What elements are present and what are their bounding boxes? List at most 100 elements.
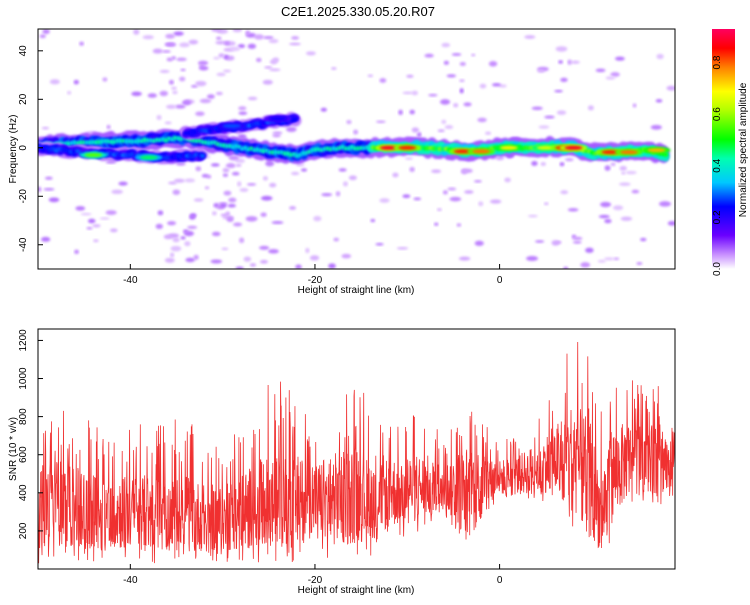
spectrogram-noise-blob bbox=[43, 187, 55, 191]
spectrogram-peak bbox=[379, 145, 398, 150]
spectrogram-noise-blob bbox=[102, 77, 108, 82]
spectrogram-noise-blob bbox=[231, 171, 240, 176]
spectrogram-noise-blob bbox=[587, 105, 594, 111]
spectrogram-noise-blob bbox=[543, 202, 549, 205]
spectrogram-noise-blob bbox=[484, 131, 492, 135]
spectrogram-noise-blob bbox=[460, 169, 468, 175]
spectrogram-noise-blob bbox=[262, 79, 273, 85]
spectrogram-ridge-core bbox=[663, 152, 669, 157]
spectrogram-noise-blob bbox=[428, 93, 438, 97]
spectrogram-noise-blob bbox=[409, 166, 415, 173]
spectrogram-noise-blob bbox=[223, 190, 232, 196]
spectrogram-noise-blob bbox=[187, 225, 198, 230]
spectrogram-noise-blob bbox=[531, 160, 538, 166]
spectrogram-noise-blob bbox=[254, 34, 264, 40]
spectrogram-noise-blob bbox=[570, 60, 580, 64]
spectrogram-noise-blob bbox=[49, 79, 60, 85]
spectrogram-noise-blob bbox=[342, 181, 348, 187]
spectrogram-noise-blob bbox=[613, 257, 620, 261]
spectrogram-noise-blob bbox=[221, 247, 229, 251]
spectrogram-noise-blob bbox=[247, 43, 257, 49]
spectrogram-noise-blob bbox=[193, 254, 199, 260]
spectrogram-noise-blob bbox=[228, 155, 240, 161]
spectrogram-noise-blob bbox=[600, 201, 612, 208]
colorbar-gradient bbox=[712, 29, 735, 269]
spectrogram-noise-blob bbox=[92, 224, 101, 228]
spectrogram-noise-blob bbox=[272, 133, 281, 138]
spectrogram-noise-blob bbox=[268, 38, 279, 44]
spectrogram-noise-blob bbox=[166, 57, 174, 62]
spectrogram-noise-blob bbox=[176, 57, 187, 62]
spectrogram-noise-blob bbox=[495, 156, 505, 161]
spectrogram-noise-blob bbox=[379, 198, 390, 203]
spectrogram-noise-blob bbox=[290, 171, 300, 176]
spectrogram-noise-blob bbox=[147, 93, 158, 98]
spectrogram-noise-blob bbox=[474, 240, 484, 246]
spectrogram-noise-blob bbox=[215, 40, 227, 45]
spectrogram-noise-blob bbox=[459, 88, 464, 94]
spectrogram-noise-blob bbox=[295, 264, 302, 269]
spectrogram-noise-blob bbox=[73, 79, 79, 85]
spectrogram-noise-blob bbox=[41, 126, 50, 130]
spectrogram-noise-blob bbox=[164, 42, 175, 46]
spectrogram-noise-blob bbox=[289, 42, 301, 46]
spectrogram-noise-blob bbox=[87, 218, 96, 224]
spectrogram-noise-blob bbox=[527, 214, 538, 218]
spectrogram-noise-blob bbox=[305, 51, 316, 56]
spectrogram-noise-blob bbox=[109, 228, 118, 233]
colorbar-tick-label: 0.2 bbox=[712, 210, 723, 224]
spectrogram-noise-blob bbox=[396, 246, 409, 250]
spectrogram-noise-blob bbox=[222, 173, 229, 178]
spectrogram-noise-blob bbox=[184, 241, 191, 247]
spectrogram-noise-blob bbox=[631, 189, 640, 194]
spectrogram-noise-blob bbox=[272, 131, 283, 135]
spectrogram-noise-blob bbox=[172, 237, 180, 243]
spectrogram-noise-blob bbox=[459, 79, 465, 83]
spectrogram-noise-blob bbox=[398, 109, 403, 115]
spectrogram-noise-blob bbox=[478, 201, 484, 207]
spectrogram-noise-blob bbox=[449, 196, 462, 202]
spectrogram-frame bbox=[37, 28, 676, 270]
spectrogram-noise-blob bbox=[175, 104, 186, 109]
spectrogram-ridge-core bbox=[292, 117, 298, 122]
spectrogram-noise-blob bbox=[173, 31, 184, 36]
spectrogram-noise-blob bbox=[224, 41, 230, 46]
spectrogram-noise-blob bbox=[38, 186, 42, 192]
spectrogram-noise-blob bbox=[554, 89, 563, 93]
spectrogram-noise-blob bbox=[74, 249, 80, 255]
spectrogram-noise-blob bbox=[289, 206, 297, 210]
spectrogram-peak bbox=[564, 145, 583, 150]
spectrogram-noise-blob bbox=[456, 223, 462, 227]
spectrogram-ridge-core bbox=[200, 153, 206, 158]
spectrogram-y-tick-label: 20 bbox=[18, 93, 29, 105]
spectrogram-noise-blob bbox=[328, 263, 336, 269]
spectrogram-noise-blob bbox=[346, 119, 352, 125]
spectrogram-noise-blob bbox=[216, 72, 226, 77]
spectrogram-noise-blob bbox=[459, 62, 466, 66]
spectrogram-noise-blob bbox=[249, 263, 257, 267]
spectrogram-noise-blob bbox=[434, 222, 439, 226]
spectrogram-noise-blob bbox=[237, 44, 246, 49]
spectrogram-noise-blob bbox=[535, 240, 545, 243]
spectrogram-noise-blob bbox=[555, 46, 568, 52]
spectrogram-noise-blob bbox=[610, 72, 620, 77]
spectrogram-noise-blob bbox=[560, 190, 569, 195]
spectrogram-noise-blob bbox=[199, 98, 212, 104]
snr-y-tick-label: 1000 bbox=[18, 367, 29, 390]
spectrogram-noise-blob bbox=[190, 85, 198, 88]
spectrogram-panel: -40 -20 0 -40 -20 0 20 40 Height of straight l… bbox=[8, 28, 676, 296]
spectrogram-noise-blob bbox=[263, 36, 274, 39]
spectrogram-noise-blob bbox=[189, 214, 196, 220]
spectrogram-noise-blob bbox=[526, 256, 539, 261]
spectrogram-noise-blob bbox=[441, 42, 451, 48]
spectrogram-noise-blob bbox=[375, 242, 384, 246]
spectrogram-noise-blob bbox=[238, 111, 248, 115]
spectrogram-noise-blob bbox=[223, 54, 229, 60]
spectrogram-y-label: Frequency (Hz) bbox=[8, 115, 19, 184]
spectrogram-noise-blob bbox=[80, 212, 92, 216]
spectrogram-noise-blob bbox=[86, 226, 93, 230]
spectrogram-noise-blob bbox=[471, 53, 476, 57]
spectrogram-noise-blob bbox=[313, 215, 322, 222]
spectrogram-noise-blob bbox=[348, 175, 357, 181]
spectrogram-noise-blob bbox=[447, 187, 457, 191]
